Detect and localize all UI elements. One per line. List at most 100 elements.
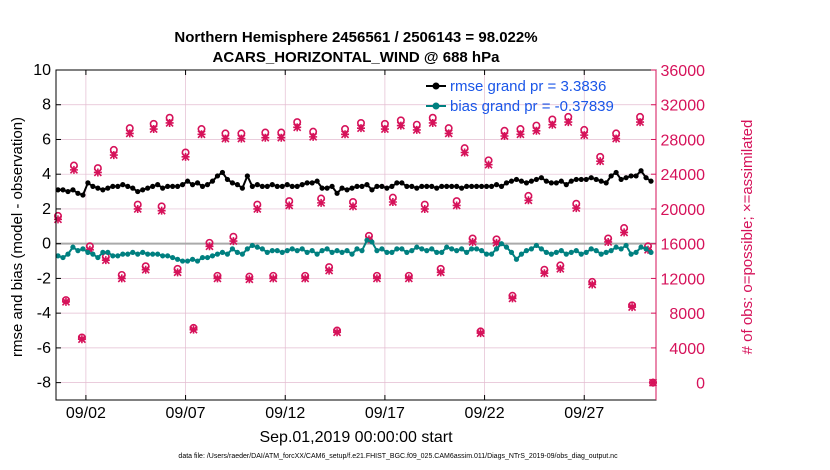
rmse-point <box>543 178 549 184</box>
bias-point <box>209 253 216 259</box>
bias-point <box>199 254 206 261</box>
bias-point <box>65 251 71 257</box>
bias-point <box>354 246 360 252</box>
bias-point <box>593 248 599 254</box>
bias-point <box>588 246 594 252</box>
rmse-point <box>488 183 495 189</box>
obs-assimilated-point <box>285 201 294 210</box>
obs-assimilated-point <box>604 237 613 247</box>
rmse-point <box>429 183 435 189</box>
rmse-point <box>379 183 385 189</box>
bias-point <box>638 244 644 250</box>
obs-assimilated-point <box>269 274 278 283</box>
bias-point <box>174 256 181 262</box>
obs-assimilated-point <box>317 198 326 207</box>
series-lines <box>55 168 654 264</box>
rmse-point <box>648 178 654 184</box>
rmse-point <box>155 182 161 188</box>
bias-point <box>184 258 191 264</box>
obs-assimilated-point <box>261 133 270 142</box>
rmse-point <box>304 180 310 186</box>
bias-point <box>578 251 584 257</box>
obs-assimilated-point <box>628 303 637 312</box>
rmse-point <box>125 183 131 189</box>
obs-assimilated-point <box>348 202 358 211</box>
y-right-tick-label: 32000 <box>661 98 706 115</box>
rmse-point <box>384 185 390 191</box>
rmse-point <box>369 187 375 193</box>
bias-point <box>623 242 629 249</box>
y-left-tick-label: 0 <box>42 236 51 253</box>
rmse-point <box>548 180 554 186</box>
x-axis-label: Sep.01,2019 00:00:00 start <box>259 429 453 446</box>
bias-point <box>324 246 330 252</box>
bias-point <box>369 239 375 245</box>
bias-point <box>429 246 435 252</box>
rmse-point <box>374 183 380 189</box>
obs-assimilated-point <box>460 148 469 157</box>
bias-point <box>214 251 221 257</box>
obs-assimilated-point <box>53 215 63 224</box>
bias-point <box>528 246 535 252</box>
rmse-point <box>179 182 186 188</box>
obs-assimilated-point <box>157 206 166 215</box>
obs-assimilated-point <box>596 157 605 166</box>
rmse-point <box>583 176 589 183</box>
y-axis-right-ticks: 36000 32000 28000 24000 20000 16000 12000 8000 4… <box>651 63 705 400</box>
rmse-point <box>229 180 236 186</box>
obs-assimilated-point <box>388 197 397 207</box>
y-left-tick-label: 2 <box>42 201 51 218</box>
legend-bias-text: bias grand pr = -0.37839 <box>450 98 614 115</box>
rmse-point <box>239 185 245 191</box>
obs-assimilated-point <box>508 294 517 303</box>
rmse-point <box>279 183 285 189</box>
rmse-point <box>394 180 400 186</box>
bias-point <box>359 248 365 254</box>
rmse-point <box>424 183 430 189</box>
rmse-point <box>344 187 350 193</box>
bias-point <box>70 244 76 250</box>
y-right-tick-label: 24000 <box>661 167 706 184</box>
bias-point <box>339 249 345 255</box>
obs-assimilated-point <box>221 134 230 143</box>
bias-point <box>394 246 400 252</box>
bias-point <box>464 249 470 255</box>
obs-assimilated-point <box>149 124 158 134</box>
y-right-tick-label: 20000 <box>661 202 706 219</box>
rmse-point <box>140 187 146 193</box>
rmse-point <box>269 182 275 188</box>
bias-point <box>633 249 639 255</box>
rmse-point <box>184 178 191 184</box>
bias-point <box>523 248 530 254</box>
rmse-point <box>588 175 594 181</box>
bias-point <box>204 254 211 261</box>
bias-point <box>219 249 226 255</box>
rmse-point <box>419 183 425 189</box>
obs-assimilated-point <box>476 329 485 338</box>
bias-point <box>648 249 654 255</box>
rmse-point <box>459 185 465 191</box>
rmse-point <box>284 182 290 188</box>
bias-point <box>294 248 300 254</box>
obs-assimilated-point <box>492 238 501 247</box>
bias-point <box>613 244 619 250</box>
bias-point <box>314 251 320 257</box>
obs-assimilated-point <box>189 325 198 334</box>
y-left-tick-label: 6 <box>42 131 51 148</box>
obs-assimilated-point <box>612 134 621 143</box>
obs-assimilated-point <box>412 125 421 134</box>
rmse-point <box>224 176 231 183</box>
rmse-point <box>414 185 420 191</box>
y-right-tick-label: 8000 <box>669 306 705 323</box>
rmse-point <box>439 183 445 189</box>
rmse-point <box>643 175 649 181</box>
bias-point <box>404 249 410 255</box>
obs-assimilated-point <box>380 124 389 134</box>
bias-point <box>254 244 260 250</box>
bias-point <box>488 251 495 257</box>
rmse-point <box>174 183 181 189</box>
rmse-point <box>493 182 500 188</box>
obs-assimilated-point <box>580 131 589 140</box>
obs-assimilated-point <box>77 335 86 344</box>
bias-point <box>60 254 66 261</box>
